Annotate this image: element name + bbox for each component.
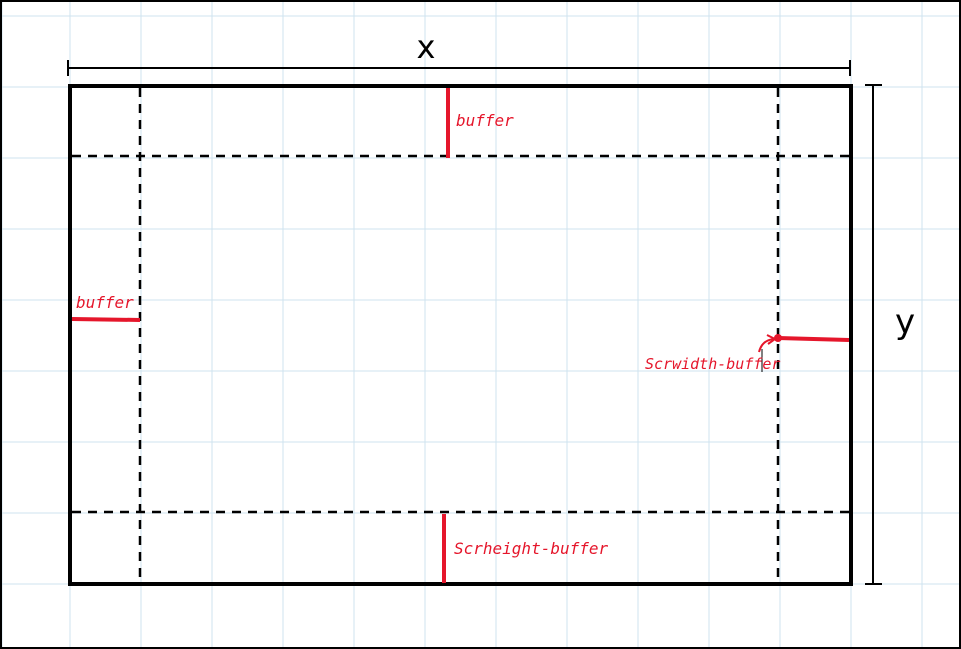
left-buffer-label: buffer — [76, 293, 134, 312]
buffer-boundary-lines — [72, 88, 850, 582]
right-buffer-arrow — [758, 338, 775, 353]
right-buffer-point — [774, 334, 782, 342]
screen-outline — [68, 84, 853, 586]
y-axis-label: y — [895, 302, 915, 342]
x-axis-label: x — [417, 28, 436, 66]
right-buffer-label: Scrwidth-buffer — [645, 355, 780, 373]
right-buffer-marker — [777, 336, 850, 342]
bottom-buffer-label: Scrheight-buffer — [454, 539, 608, 558]
x-dimension-line — [67, 60, 851, 76]
left-buffer-marker — [71, 317, 141, 322]
y-dimension-line — [865, 84, 882, 585]
right-buffer-arrowhead — [766, 334, 777, 345]
top-buffer-label: buffer — [456, 111, 514, 130]
